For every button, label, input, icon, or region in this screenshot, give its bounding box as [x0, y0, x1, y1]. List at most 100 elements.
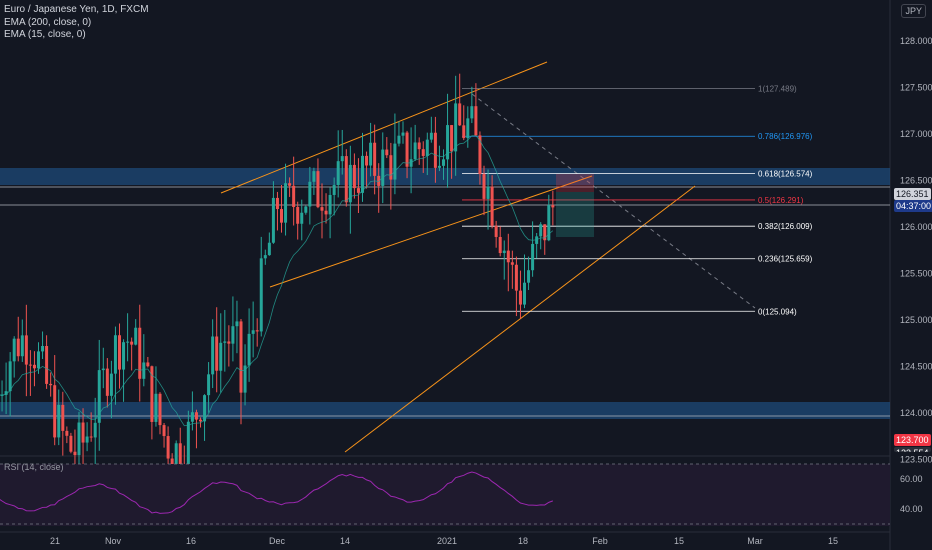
- price-tick-label: 124.500: [900, 362, 932, 372]
- time-tick-label: Dec: [269, 536, 286, 546]
- price-tick-label: 123.500: [900, 455, 932, 465]
- support-trendline: [344, 185, 696, 453]
- candle-body: [109, 373, 113, 396]
- candle-body: [65, 430, 69, 436]
- candle-body: [320, 207, 324, 211]
- candle-body: [215, 336, 219, 371]
- candle-body: [405, 132, 409, 167]
- fib-level-label: 0(125.094): [758, 307, 797, 316]
- rsi-tick-label: 60.00: [900, 474, 923, 484]
- candle-body: [150, 366, 154, 422]
- candle-body: [203, 395, 207, 422]
- candle-body: [8, 361, 12, 392]
- candle-body: [470, 106, 474, 119]
- rsi-legend: RSI (14, close): [4, 462, 64, 472]
- candle-body: [365, 155, 369, 166]
- candle-body: [288, 183, 292, 186]
- candle-body: [344, 156, 348, 203]
- candle-body: [235, 321, 239, 327]
- candle-body: [332, 184, 336, 195]
- candle-body: [356, 188, 360, 193]
- price-tick-label: 126.000: [900, 222, 932, 232]
- candle-body: [385, 149, 389, 156]
- candle-body: [442, 159, 445, 166]
- grey-price-badge: 123.554: [894, 447, 931, 452]
- candle-body: [437, 165, 441, 168]
- currency-button[interactable]: JPY: [901, 4, 926, 18]
- candle-body: [514, 264, 518, 291]
- ema15-line: [0, 135, 554, 427]
- candle-body: [478, 135, 482, 175]
- candle-body: [12, 338, 16, 362]
- candle-body: [336, 161, 340, 185]
- candle-body: [547, 205, 551, 241]
- candle-body: [186, 421, 190, 471]
- candle-body: [340, 156, 344, 162]
- candle-body: [247, 333, 251, 366]
- candle-body: [37, 351, 40, 369]
- ema15-legend: EMA (15, close, 0): [4, 29, 86, 40]
- candle-body: [227, 341, 231, 344]
- candle-body: [397, 135, 401, 144]
- time-tick-label: 16: [186, 536, 196, 546]
- candle-body: [97, 370, 101, 423]
- candle-body: [24, 335, 28, 365]
- candle-body: [506, 250, 510, 263]
- symbol-title: Euro / Japanese Yen, 1D, FXCM: [4, 4, 149, 15]
- candle-body: [113, 335, 117, 374]
- candle-body: [194, 412, 198, 420]
- candle-body: [304, 206, 308, 213]
- candle-body: [373, 142, 377, 176]
- candle-body: [308, 181, 312, 207]
- candle-body: [122, 342, 126, 370]
- candle-body: [69, 435, 73, 452]
- candle-body: [28, 364, 32, 366]
- candle-body: [57, 404, 61, 438]
- channel-upper-line: [220, 61, 548, 194]
- candle-body: [433, 132, 437, 168]
- candle-body: [458, 103, 462, 126]
- candle-body: [130, 341, 134, 345]
- candle-body: [527, 270, 531, 283]
- candle-body: [239, 321, 243, 393]
- candle-body: [490, 186, 494, 226]
- candle-body: [377, 175, 381, 186]
- ema200-legend: EMA (200, close, 0): [4, 17, 92, 28]
- fib-level-label: 0.5(126.291): [758, 196, 804, 205]
- time-tick-label: Feb: [592, 536, 608, 546]
- time-tick-label: Nov: [105, 536, 122, 546]
- fib-level-label: 0.786(126.976): [758, 132, 813, 141]
- fib-level-label: 1(127.489): [758, 85, 797, 94]
- candle-body: [41, 346, 45, 352]
- candle-body: [267, 242, 271, 256]
- candle-body: [417, 142, 421, 150]
- time-tick-label: 14: [340, 536, 350, 546]
- candle-body: [4, 391, 8, 395]
- candle-body: [20, 335, 24, 357]
- candle-body: [174, 443, 178, 469]
- candle-body: [251, 330, 255, 334]
- candle-body: [510, 262, 514, 265]
- rsi-band: [0, 464, 890, 526]
- support-zone: [0, 402, 890, 419]
- candle-body: [190, 412, 194, 422]
- take-profit-zone: [556, 192, 594, 237]
- candle-body: [93, 422, 97, 438]
- price-tick-label: 125.000: [900, 315, 932, 325]
- candle-body: [126, 341, 130, 343]
- candle-body: [32, 364, 36, 369]
- price-tick-label: 127.000: [900, 129, 932, 139]
- candle-body: [348, 164, 352, 203]
- candle-body: [275, 197, 279, 210]
- fib-level-label: 0.618(126.574): [758, 170, 813, 179]
- candle-body: [316, 171, 320, 208]
- candle-body: [81, 422, 85, 443]
- candle-body: [45, 346, 49, 384]
- candle-body: [466, 118, 470, 139]
- candle-body: [389, 155, 393, 180]
- candle-body: [369, 142, 373, 166]
- candle-body: [421, 149, 425, 156]
- candle-body: [178, 443, 182, 471]
